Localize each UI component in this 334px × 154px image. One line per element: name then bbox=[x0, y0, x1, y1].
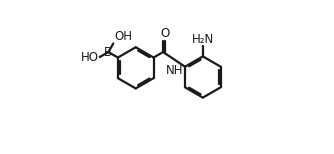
Text: HO: HO bbox=[81, 51, 99, 64]
Text: O: O bbox=[160, 27, 169, 40]
Text: OH: OH bbox=[114, 30, 132, 43]
Text: B: B bbox=[104, 46, 113, 59]
Text: H₂N: H₂N bbox=[192, 32, 214, 46]
Text: NH: NH bbox=[166, 64, 183, 77]
